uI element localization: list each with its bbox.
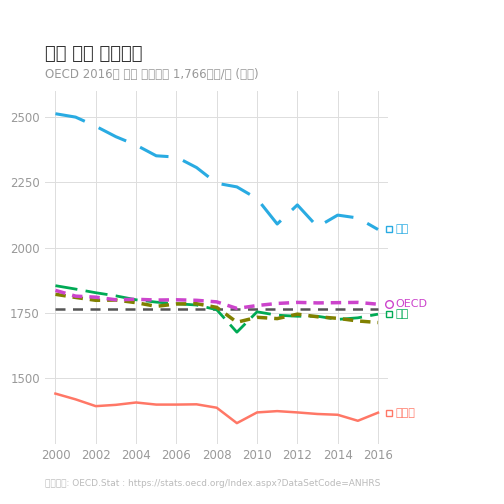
Text: 자료출처: OECD.Stat : https://stats.oecd.org/Index.aspx?DataSetCode=ANHRS: 자료출처: OECD.Stat : https://stats.oecd.org…	[45, 479, 381, 488]
Text: 프랑스: 프랑스	[395, 408, 415, 418]
Text: OECD 2016년 평균 노동시간 1,766시간/년 (점선): OECD 2016년 평균 노동시간 1,766시간/년 (점선)	[45, 68, 259, 81]
Text: OECD: OECD	[395, 299, 427, 309]
Text: 한국: 한국	[395, 224, 408, 234]
Text: 독일: 독일	[395, 309, 408, 319]
Text: 연간 평균 노동시간: 연간 평균 노동시간	[45, 45, 143, 63]
